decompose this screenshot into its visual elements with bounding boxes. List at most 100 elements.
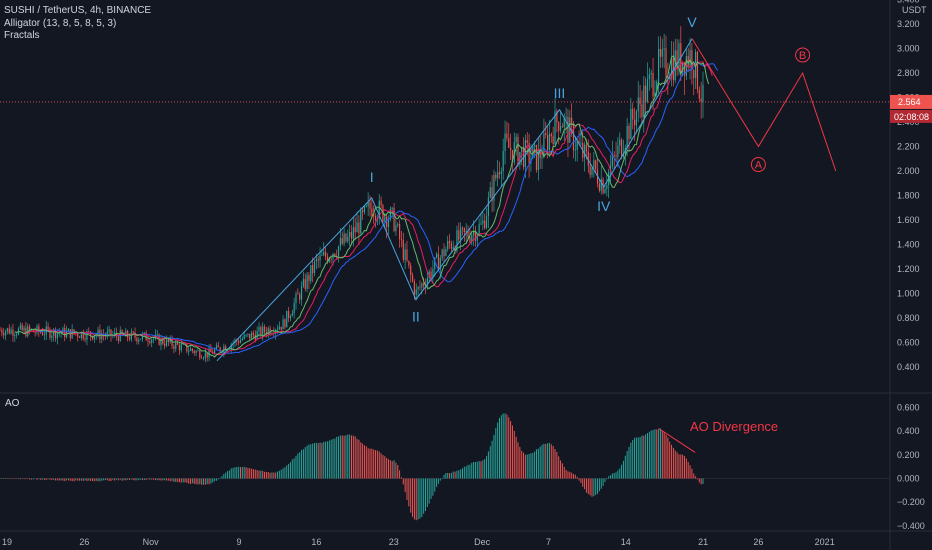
- ao-bar: [597, 478, 599, 494]
- candle-body: [393, 207, 395, 231]
- candle-body: [637, 97, 639, 112]
- candle-body: [263, 326, 266, 332]
- ao-bar: [576, 476, 578, 479]
- ao-bar: [66, 478, 68, 481]
- ao-bar: [410, 478, 412, 513]
- ao-bar: [495, 428, 497, 479]
- candle-body: [534, 144, 536, 147]
- ao-bar: [352, 435, 354, 479]
- ao-bar: [604, 478, 606, 482]
- candle-body: [386, 216, 388, 228]
- candle-body: [38, 326, 40, 332]
- candle-body: [47, 326, 49, 330]
- candle-body: [67, 329, 70, 332]
- ao-tick-label: 0.000: [897, 474, 920, 484]
- ao-bar: [180, 478, 182, 483]
- ao-bar: [363, 445, 365, 479]
- candle-body: [4, 331, 7, 336]
- price-tick-label: 1.800: [897, 190, 920, 200]
- ao-bar: [206, 478, 208, 485]
- ao-bar: [489, 446, 491, 479]
- ao-bar: [73, 478, 75, 482]
- price-tick-label: 0.600: [897, 337, 920, 347]
- candle-body: [310, 265, 312, 282]
- ao-bar: [573, 474, 574, 479]
- candle-body: [413, 281, 415, 295]
- ao-bar: [49, 478, 51, 480]
- ao-bar: [487, 451, 489, 479]
- ao-bar: [82, 478, 84, 482]
- time-tick-label: Nov: [143, 537, 160, 547]
- candle-body: [288, 310, 290, 318]
- ao-bar: [471, 462, 473, 479]
- candle-body: [197, 350, 199, 352]
- ao-bar: [38, 478, 40, 480]
- ao-bar: [232, 467, 234, 479]
- time-tick-label: 14: [621, 537, 631, 547]
- fractals-legend[interactable]: Fractals: [4, 30, 40, 41]
- ao-bar: [208, 478, 210, 485]
- price-tick-label: 2.800: [897, 68, 920, 78]
- ao-bar: [221, 476, 223, 479]
- ao-bar: [608, 476, 610, 479]
- candle-body: [323, 251, 325, 256]
- candle-body: [293, 302, 295, 314]
- candle-body: [465, 231, 467, 233]
- ao-layer: AO Divergence: [0, 413, 890, 521]
- ao-bar: [454, 471, 456, 479]
- ao-bar: [99, 478, 101, 482]
- alligator-legend[interactable]: Alligator (13, 8, 5, 8, 5, 3): [4, 17, 117, 29]
- price-axis-unit: USDT: [902, 5, 927, 15]
- candle-body: [389, 208, 391, 220]
- candle-body: [249, 333, 251, 339]
- ao-bar: [80, 478, 82, 481]
- ao-bar: [264, 471, 266, 479]
- ao-bar: [119, 478, 121, 480]
- ao-bar: [473, 461, 475, 479]
- candle-body: [491, 187, 493, 201]
- ao-bar: [622, 460, 624, 479]
- candle-body: [189, 348, 192, 351]
- ao-bar: [106, 478, 108, 481]
- candle-body: [432, 268, 434, 277]
- ao-bar: [378, 451, 380, 479]
- candle-body: [19, 324, 21, 329]
- ao-bar: [84, 478, 86, 481]
- candle-body: [347, 236, 349, 242]
- candle-body: [177, 342, 179, 345]
- ao-bar: [563, 466, 565, 479]
- candle-body: [289, 316, 292, 318]
- candle-body: [317, 259, 319, 261]
- candle-body: [654, 92, 656, 97]
- ao-bar: [278, 470, 280, 479]
- candle-body: [595, 160, 597, 170]
- candle-body: [423, 283, 425, 286]
- candle-body: [543, 133, 545, 157]
- ao-bar: [598, 478, 600, 492]
- price-tick-label: 0.400: [897, 362, 920, 372]
- candle-body: [659, 48, 662, 57]
- ao-bar: [284, 467, 286, 479]
- candle-body: [648, 74, 650, 80]
- ao-bar: [55, 478, 56, 481]
- ao-bar: [574, 474, 576, 479]
- candle-body: [40, 331, 42, 333]
- candle-body: [167, 339, 169, 343]
- ao-bar: [693, 473, 695, 479]
- candle-body: [280, 326, 282, 330]
- ao-bar: [95, 478, 97, 481]
- ao-bar: [302, 449, 304, 479]
- candle-body: [21, 324, 23, 331]
- candle-body: [8, 328, 10, 334]
- candle-body: [674, 50, 676, 81]
- ao-bar: [536, 449, 537, 479]
- candle-body: [593, 160, 595, 168]
- ao-legend[interactable]: AO: [5, 398, 20, 409]
- candle-body: [456, 230, 458, 252]
- symbol-title[interactable]: SUSHI / TetherUS, 4h, BINANCE: [4, 5, 152, 16]
- ao-bar: [29, 478, 31, 480]
- ao-bar: [421, 478, 423, 517]
- ao-bar: [277, 471, 278, 479]
- candle-body: [436, 253, 438, 258]
